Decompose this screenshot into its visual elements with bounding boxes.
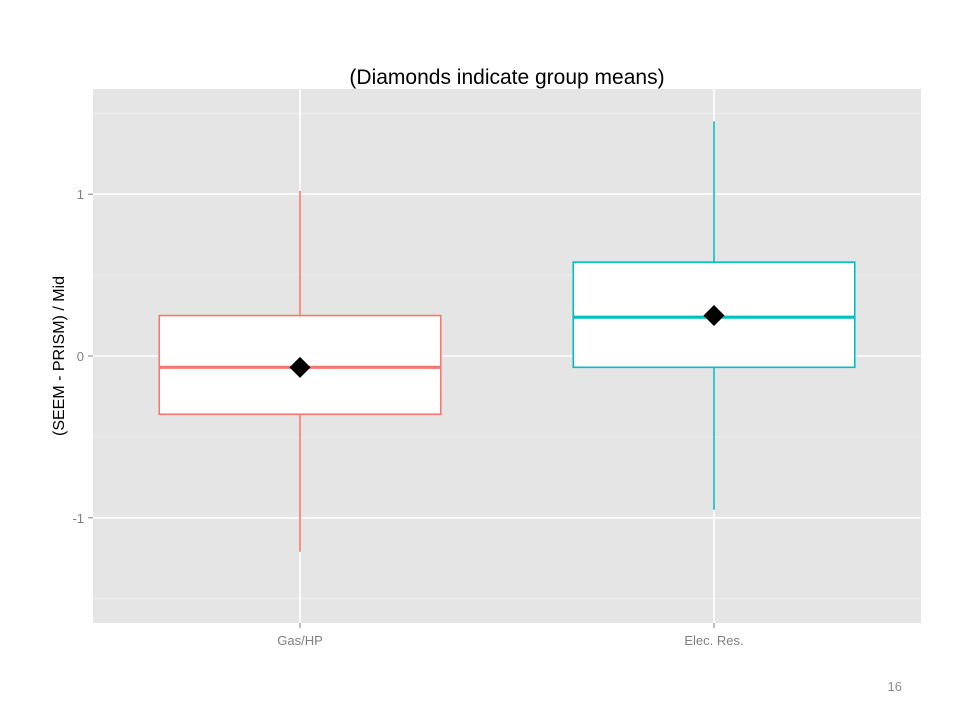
axis-layer: -1 0 1 Gas/HP Elec. Res. [72,187,743,648]
box-layer [158,121,856,552]
y-axis-label: (SEEM - PRISM) / Mid [51,276,68,436]
x-tick-label: Elec. Res. [684,633,743,648]
y-tick-label: 0 [77,349,84,364]
chart-title: (Diamonds indicate group means) [349,66,664,89]
x-tick-label: Gas/HP [277,633,323,648]
mean-diamond [289,356,311,378]
mean-diamond [703,305,725,327]
y-tick-label: 1 [77,187,84,202]
y-tick-label: -1 [72,511,84,526]
slide-number: 16 [887,679,902,694]
